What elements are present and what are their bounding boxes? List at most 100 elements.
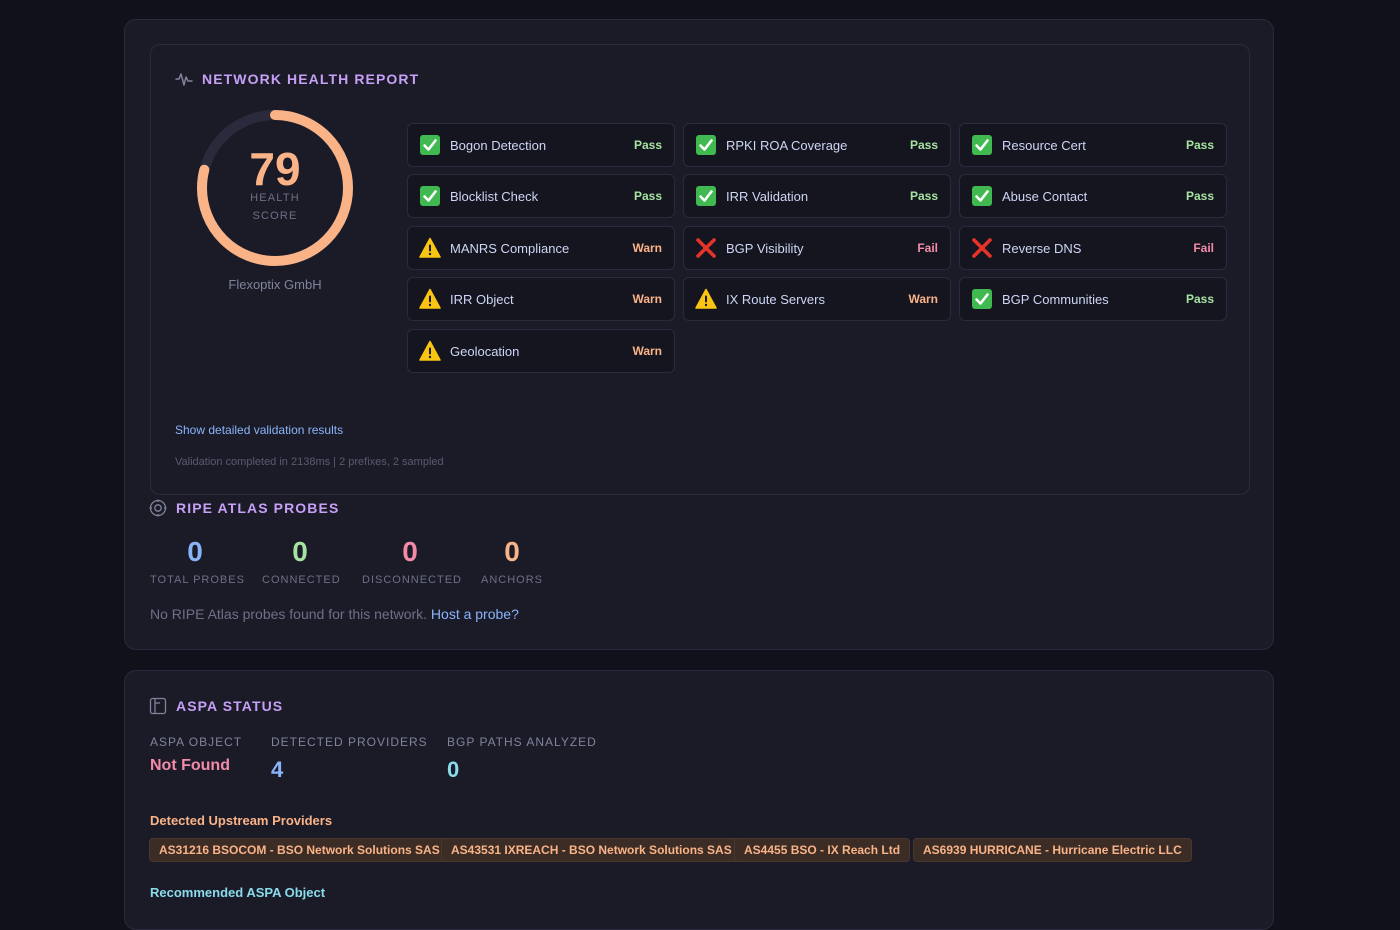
health-report-panel: NETWORK HEALTH REPORT 79 HEALTH SCORE Fl… (150, 44, 1250, 495)
check-icon (695, 134, 717, 156)
warning-icon (419, 237, 441, 259)
check-label: Reverse DNS (1002, 240, 1082, 256)
stat-connected: 0 CONNECTED (262, 536, 341, 586)
upstream-providers-heading: Detected Upstream Providers (150, 813, 333, 828)
activity-icon (175, 73, 193, 86)
check-item[interactable]: BGP Communities Pass (959, 277, 1227, 321)
check-item[interactable]: MANRS Compliance Warn (407, 226, 675, 270)
health-card: NETWORK HEALTH REPORT 79 HEALTH SCORE Fl… (124, 19, 1274, 650)
check-item[interactable]: BGP Visibility Fail (683, 226, 951, 270)
host-probe-link[interactable]: Host a probe? (430, 606, 519, 622)
provider-chip[interactable]: AS6939 HURRICANE - Hurricane Electric LL… (913, 838, 1192, 862)
check-status: Fail (917, 241, 938, 255)
health-score-label: HEALTH (250, 192, 300, 204)
check-item[interactable]: IRR Validation Pass (683, 174, 951, 218)
detected-providers-caption: DETECTED PROVIDERS (271, 735, 428, 749)
check-status: Warn (632, 292, 662, 306)
check-label: MANRS Compliance (450, 240, 570, 256)
check-status: Pass (1185, 189, 1214, 203)
health-score-arc (197, 110, 353, 266)
check-icon (695, 185, 717, 207)
stat-label: TOTAL PROBES (150, 574, 245, 586)
target-icon (149, 499, 167, 517)
probes-note-text: No RIPE Atlas probes found for this netw… (150, 606, 428, 622)
check-label: IX Route Servers (726, 291, 825, 307)
check-status: Warn (632, 344, 662, 358)
check-item[interactable]: Bogon Detection Pass (407, 123, 675, 167)
check-item[interactable]: Resource Cert Pass (959, 123, 1227, 167)
provider-chip[interactable]: AS4455 BSO - IX Reach Ltd (734, 838, 911, 862)
check-icon (971, 134, 993, 156)
warning-icon (419, 288, 441, 310)
check-item[interactable]: Abuse Contact Pass (959, 174, 1227, 218)
check-item[interactable]: IRR Object Warn (407, 277, 675, 321)
show-details-link[interactable]: Show detailed validation results (175, 423, 344, 437)
stat-anchors: 0 ANCHORS (481, 536, 543, 586)
check-label: Abuse Contact (1002, 188, 1088, 204)
stat-value: 0 (292, 536, 308, 567)
check-icon (419, 185, 441, 207)
check-item[interactable]: Reverse DNS Fail (959, 226, 1227, 270)
check-label: BGP Visibility (726, 240, 804, 256)
bgp-paths-value: 0 (447, 757, 460, 782)
check-status: Pass (1185, 138, 1214, 152)
cross-icon (695, 237, 717, 259)
org-name: Flexoptix GmbH (228, 277, 322, 292)
check-label: RPKI ROA Coverage (726, 137, 848, 153)
health-score-label-2: SCORE (252, 210, 298, 222)
aspa-card: ASPA STATUS ASPA OBJECT Not Found DETECT… (124, 670, 1274, 930)
stat-value: 0 (187, 536, 203, 567)
check-status: Pass (633, 138, 662, 152)
warning-icon (695, 288, 717, 310)
aspa-title: ASPA STATUS (176, 698, 284, 714)
bgp-paths-stat: BGP PATHS ANALYZED 0 (447, 735, 597, 783)
probes-title: RIPE ATLAS PROBES (176, 500, 340, 516)
check-label: Resource Cert (1002, 137, 1086, 153)
detected-providers-value: 4 (271, 757, 284, 782)
stat-label: ANCHORS (481, 574, 544, 586)
health-report-header: NETWORK HEALTH REPORT (175, 70, 419, 88)
stat-disconnected: 0 DISCONNECTED (362, 536, 463, 586)
check-label: Bogon Detection (450, 137, 547, 153)
check-item[interactable]: Geolocation Warn (407, 329, 675, 373)
bgp-paths-caption: BGP PATHS ANALYZED (447, 735, 597, 749)
provider-chip[interactable]: AS43531 IXREACH - BSO Network Solutions … (441, 838, 742, 862)
health-report-title: NETWORK HEALTH REPORT (202, 71, 420, 87)
probes-empty-note: No RIPE Atlas probes found for this netw… (150, 606, 519, 622)
check-label: Geolocation (450, 343, 520, 359)
stat-label: CONNECTED (262, 574, 341, 586)
detected-providers-stat: DETECTED PROVIDERS 4 (271, 735, 428, 783)
cross-icon (971, 237, 993, 259)
stat-value: 0 (504, 536, 520, 567)
bracket-icon (149, 697, 167, 715)
provider-chip[interactable]: AS31216 BSOCOM - BSO Network Solutions S… (149, 838, 450, 862)
check-status: Fail (1193, 241, 1214, 255)
aspa-object-value: Not Found (150, 757, 230, 774)
aspa-header: ASPA STATUS (149, 697, 283, 715)
check-status: Pass (909, 138, 938, 152)
warning-icon (419, 340, 441, 362)
check-status: Pass (633, 189, 662, 203)
check-label: Blocklist Check (450, 188, 539, 204)
stat-total-probes: 0 TOTAL PROBES (150, 536, 245, 586)
aspa-object-stat: ASPA OBJECT Not Found (150, 735, 242, 775)
validation-meta: Validation completed in 2138ms | 2 prefi… (175, 456, 444, 468)
check-item[interactable]: Blocklist Check Pass (407, 174, 675, 218)
check-icon (419, 134, 441, 156)
check-status: Pass (909, 189, 938, 203)
check-label: IRR Validation (726, 188, 809, 204)
check-item[interactable]: IX Route Servers Warn (683, 277, 951, 321)
check-status: Pass (1185, 292, 1214, 306)
stat-label: DISCONNECTED (362, 574, 463, 586)
check-icon (971, 185, 993, 207)
check-status: Warn (908, 292, 938, 306)
probes-header: RIPE ATLAS PROBES (149, 499, 339, 517)
health-score-gauge: 79 HEALTH SCORE (193, 106, 357, 270)
check-label: BGP Communities (1002, 291, 1109, 307)
stat-value: 0 (402, 536, 418, 567)
check-label: IRR Object (450, 291, 514, 307)
check-item[interactable]: RPKI ROA Coverage Pass (683, 123, 951, 167)
recommended-aspa-heading: Recommended ASPA Object (150, 885, 326, 900)
check-icon (971, 288, 993, 310)
health-score-value: 79 (249, 143, 301, 195)
